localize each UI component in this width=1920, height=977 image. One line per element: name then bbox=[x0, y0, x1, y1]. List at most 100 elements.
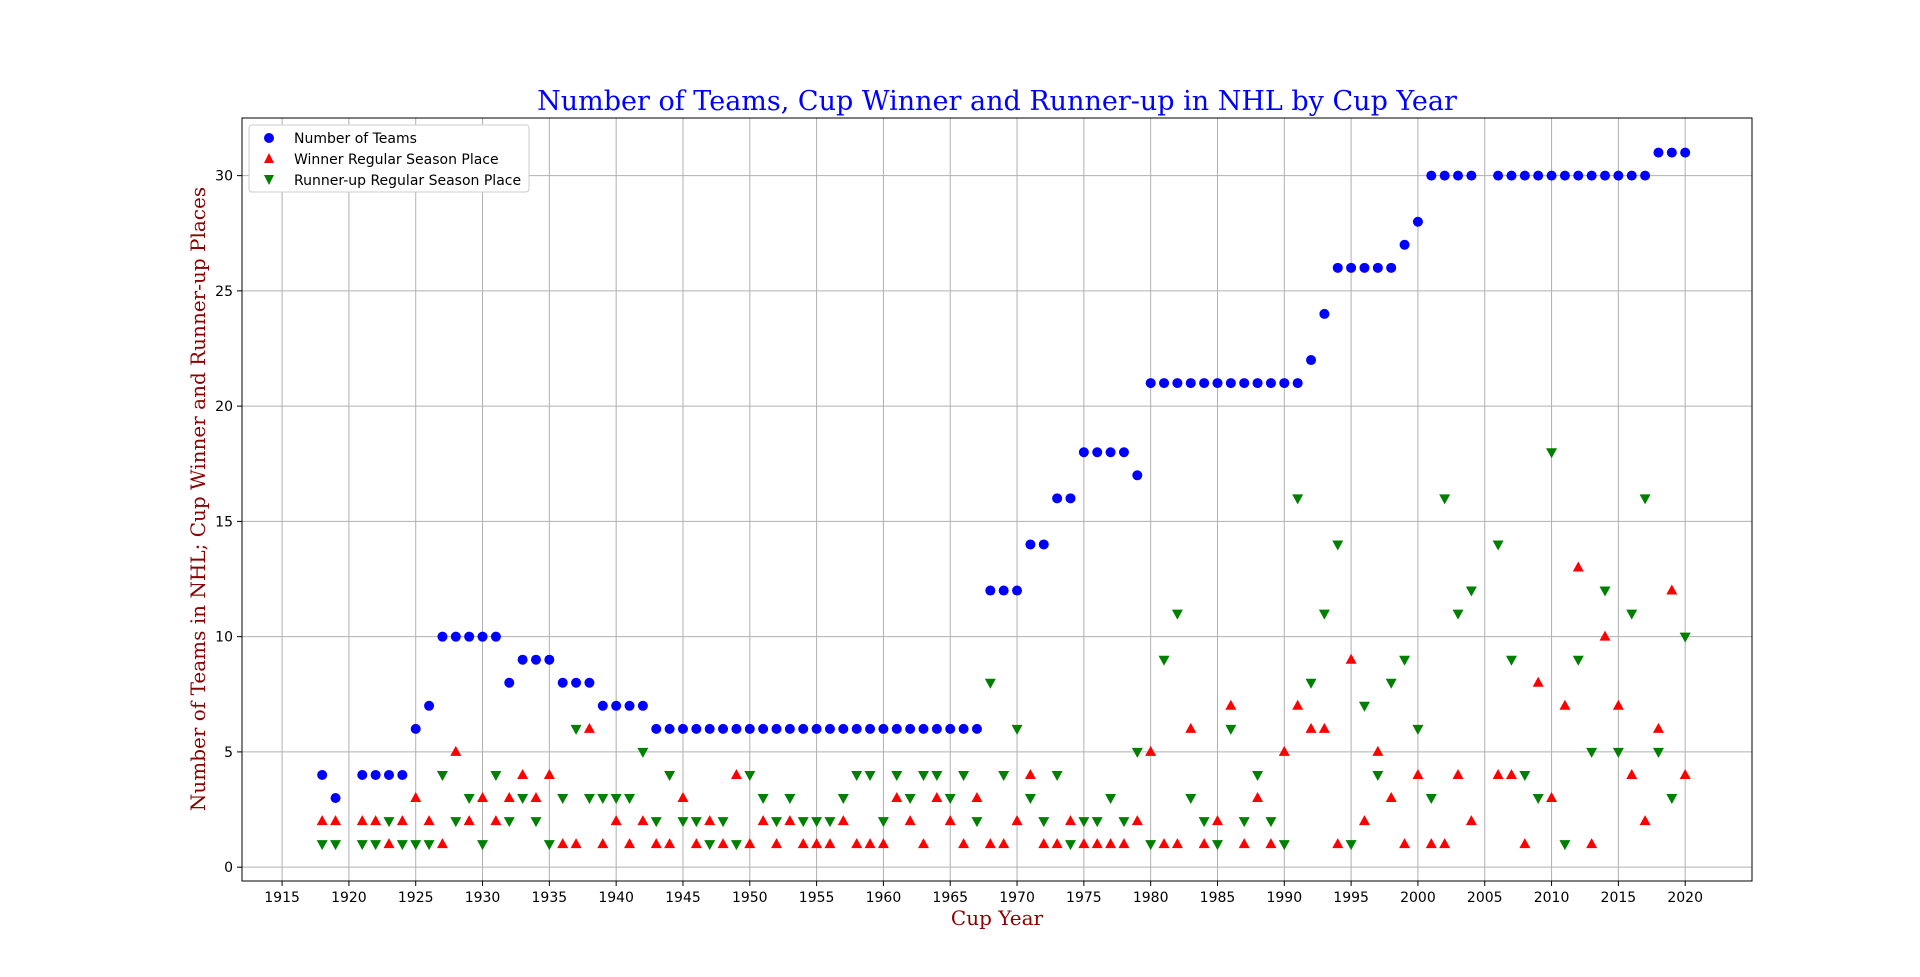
teams-point bbox=[584, 677, 595, 688]
winner-point bbox=[1532, 676, 1544, 687]
runner-up-point bbox=[1332, 540, 1344, 551]
teams-point bbox=[731, 723, 742, 734]
runner-up-point bbox=[918, 770, 930, 781]
winner-point bbox=[837, 815, 849, 826]
winner-point bbox=[1131, 815, 1143, 826]
runner-up-point bbox=[797, 817, 809, 828]
runner-up-point bbox=[837, 794, 849, 805]
teams-point bbox=[958, 723, 969, 734]
teams-point bbox=[1573, 170, 1584, 181]
winner-point bbox=[717, 838, 729, 849]
y-tick-label: 20 bbox=[215, 399, 233, 415]
runner-up-point bbox=[1519, 770, 1531, 781]
winner-point bbox=[1318, 722, 1330, 733]
winner-point bbox=[690, 838, 702, 849]
teams-point bbox=[357, 769, 368, 780]
winner-point bbox=[1652, 722, 1664, 733]
teams-point bbox=[1105, 447, 1116, 458]
teams-point bbox=[1533, 170, 1544, 181]
winner-point bbox=[1639, 815, 1651, 826]
teams-point bbox=[945, 723, 956, 734]
teams-point bbox=[1212, 378, 1223, 389]
teams-point bbox=[865, 723, 876, 734]
winner-point bbox=[1465, 815, 1477, 826]
runner-up-point bbox=[1011, 724, 1023, 735]
runner-up-point bbox=[1292, 494, 1304, 505]
winner-point bbox=[396, 815, 408, 826]
runner-up-point bbox=[1064, 840, 1076, 851]
runner-up-point bbox=[1559, 840, 1571, 851]
winner-point bbox=[650, 838, 662, 849]
winner-point bbox=[1345, 653, 1357, 664]
runner-up-point bbox=[1265, 817, 1277, 828]
legend-label-winner: Winner Regular Season Place bbox=[294, 152, 499, 168]
series-winner bbox=[316, 561, 1691, 849]
x-tick-label: 1940 bbox=[598, 890, 634, 906]
teams-point bbox=[985, 585, 996, 596]
runner-up-point bbox=[1639, 494, 1651, 505]
teams-point bbox=[1466, 170, 1477, 181]
teams-point bbox=[691, 723, 702, 734]
x-tick-label: 2020 bbox=[1667, 890, 1703, 906]
x-tick-label: 1990 bbox=[1266, 890, 1302, 906]
winner-point bbox=[664, 838, 676, 849]
legend-item-teams: Number of Teams bbox=[264, 131, 417, 147]
legend: Number of Teams Winner Regular Season Pl… bbox=[248, 124, 530, 193]
winner-point bbox=[463, 815, 475, 826]
winner-point bbox=[864, 838, 876, 849]
winner-point bbox=[1225, 699, 1237, 710]
data-points bbox=[316, 147, 1691, 851]
winner-point bbox=[624, 838, 636, 849]
winner-point bbox=[1211, 815, 1223, 826]
teams-point bbox=[1092, 447, 1103, 458]
winner-point bbox=[370, 815, 382, 826]
runner-up-point bbox=[316, 840, 328, 851]
teams-point bbox=[477, 631, 488, 642]
teams-point bbox=[931, 723, 942, 734]
teams-point bbox=[1399, 239, 1410, 250]
runner-up-point bbox=[984, 678, 996, 689]
runner-up-point bbox=[717, 817, 729, 828]
runner-up-point bbox=[704, 840, 716, 851]
runner-up-point bbox=[998, 770, 1010, 781]
x-tick-label: 1960 bbox=[866, 890, 902, 906]
y-axis-label: Number of Teams in NHL; Cup Winner and R… bbox=[186, 187, 210, 811]
runner-up-point bbox=[557, 794, 569, 805]
winner-point bbox=[1679, 768, 1691, 779]
runner-up-point bbox=[1612, 747, 1624, 758]
winner-point bbox=[1439, 838, 1451, 849]
winner-point bbox=[1358, 815, 1370, 826]
runner-up-point bbox=[1532, 794, 1544, 805]
y-tick-label: 30 bbox=[215, 169, 233, 185]
runner-up-point bbox=[904, 794, 916, 805]
axis-ticks: 1915 1920 1925 1930 1935 1940 1945 1950 1955 1960… bbox=[215, 169, 1703, 906]
winner-point bbox=[530, 792, 542, 803]
runner-up-point bbox=[1586, 747, 1598, 758]
teams-point bbox=[918, 723, 929, 734]
winner-point bbox=[450, 745, 462, 756]
winner-point bbox=[597, 838, 609, 849]
teams-point bbox=[1185, 378, 1196, 389]
runner-up-point bbox=[1318, 609, 1330, 620]
x-tick-label: 2010 bbox=[1534, 890, 1570, 906]
winner-point bbox=[1412, 768, 1424, 779]
runner-up-point bbox=[877, 817, 889, 828]
runner-up-point bbox=[1399, 655, 1411, 666]
runner-up-point bbox=[1679, 632, 1691, 643]
runner-up-point bbox=[971, 817, 983, 828]
teams-point bbox=[1038, 539, 1049, 550]
x-tick-label: 1980 bbox=[1133, 890, 1169, 906]
teams-point bbox=[1412, 216, 1423, 227]
plot-area bbox=[241, 117, 1753, 882]
x-tick-label: 1945 bbox=[665, 890, 701, 906]
teams-point bbox=[878, 723, 889, 734]
runner-up-point bbox=[463, 794, 475, 805]
runner-up-point bbox=[891, 770, 903, 781]
winner-point bbox=[771, 838, 783, 849]
y-tick-label: 10 bbox=[215, 630, 233, 646]
winner-point bbox=[1171, 838, 1183, 849]
winner-point bbox=[1559, 699, 1571, 710]
runner-up-point bbox=[1225, 724, 1237, 735]
teams-point bbox=[544, 654, 555, 665]
runner-up-point bbox=[1198, 817, 1210, 828]
